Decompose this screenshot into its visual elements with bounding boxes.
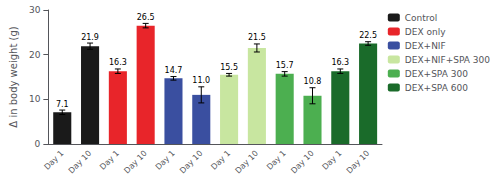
svg-text:DEX+SPA 300: DEX+SPA 300 xyxy=(405,69,468,79)
svg-text:10.8: 10.8 xyxy=(304,77,322,86)
svg-text:Control: Control xyxy=(405,13,438,23)
svg-text:Day 10: Day 10 xyxy=(178,149,204,175)
svg-text:Day 10: Day 10 xyxy=(345,149,371,175)
svg-text:DEX+SPA 600: DEX+SPA 600 xyxy=(405,83,468,93)
svg-text:10: 10 xyxy=(29,94,41,104)
svg-text:11.0: 11.0 xyxy=(192,76,210,85)
svg-text:22.5: 22.5 xyxy=(359,31,377,40)
svg-text:14.7: 14.7 xyxy=(165,66,183,75)
svg-text:Day 1: Day 1 xyxy=(43,149,66,172)
svg-text:Day 1: Day 1 xyxy=(265,149,288,172)
svg-text:21.5: 21.5 xyxy=(248,33,266,42)
svg-text:7.1: 7.1 xyxy=(56,100,69,109)
svg-text:Δ in body weight (g): Δ in body weight (g) xyxy=(8,26,19,127)
svg-text:16.3: 16.3 xyxy=(109,58,127,67)
svg-text:DEX+NIF: DEX+NIF xyxy=(405,41,446,51)
svg-text:Day 1: Day 1 xyxy=(154,149,177,172)
svg-text:Day 10: Day 10 xyxy=(289,149,315,175)
svg-text:0: 0 xyxy=(35,139,41,149)
svg-text:16.3: 16.3 xyxy=(331,58,349,67)
svg-text:15.7: 15.7 xyxy=(276,61,294,70)
svg-text:15.5: 15.5 xyxy=(220,63,238,72)
svg-text:Day 10: Day 10 xyxy=(122,149,148,175)
svg-text:Day 1: Day 1 xyxy=(98,149,121,172)
svg-text:Day 1: Day 1 xyxy=(209,149,232,172)
svg-text:20: 20 xyxy=(29,50,41,60)
svg-text:30: 30 xyxy=(29,5,41,15)
svg-text:DEX only: DEX only xyxy=(405,27,446,37)
svg-text:Day 10: Day 10 xyxy=(234,149,260,175)
svg-text:Day 1: Day 1 xyxy=(321,149,344,172)
svg-text:26.5: 26.5 xyxy=(137,13,155,22)
svg-text:DEX+NIF+SPA 300: DEX+NIF+SPA 300 xyxy=(405,55,490,65)
svg-text:21.9: 21.9 xyxy=(81,33,99,42)
svg-text:Day 10: Day 10 xyxy=(67,149,93,175)
